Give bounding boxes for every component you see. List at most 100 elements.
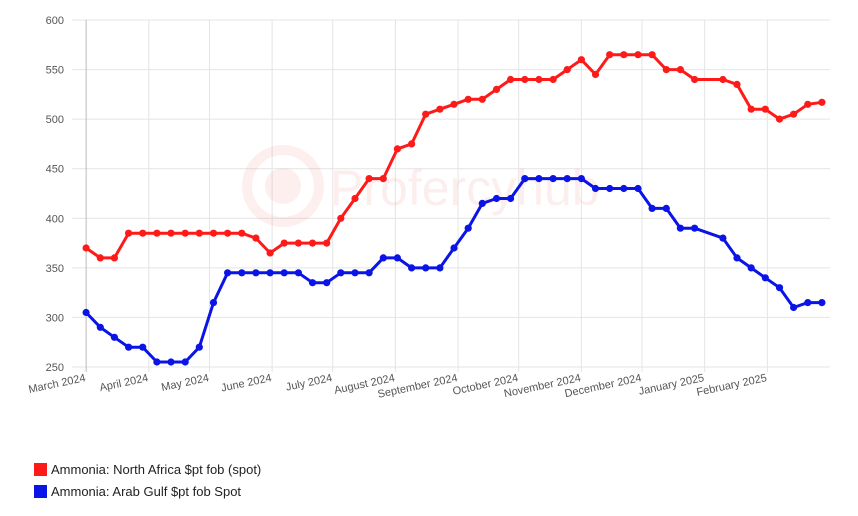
data-point[interactable] xyxy=(351,269,359,277)
data-point[interactable] xyxy=(761,105,769,113)
data-point[interactable] xyxy=(790,110,798,118)
data-point[interactable] xyxy=(280,269,288,277)
data-point[interactable] xyxy=(167,229,175,237)
data-point[interactable] xyxy=(96,323,104,331)
legend-item-arab-gulf[interactable]: Ammonia: Arab Gulf $pt fob Spot xyxy=(34,480,261,502)
data-point[interactable] xyxy=(308,279,317,287)
data-point[interactable] xyxy=(775,115,784,123)
data-point[interactable] xyxy=(577,175,586,183)
data-point[interactable] xyxy=(110,333,118,341)
data-point[interactable] xyxy=(733,254,741,262)
data-point[interactable] xyxy=(535,175,543,183)
data-point[interactable] xyxy=(577,56,586,64)
data-point[interactable] xyxy=(606,51,614,59)
data-point[interactable] xyxy=(634,51,642,59)
data-point[interactable] xyxy=(252,269,260,277)
data-point[interactable] xyxy=(818,299,826,307)
data-point[interactable] xyxy=(790,303,798,312)
data-point[interactable] xyxy=(507,194,515,203)
data-point[interactable] xyxy=(351,194,359,203)
data-point[interactable] xyxy=(181,358,189,366)
data-point[interactable] xyxy=(492,194,501,203)
data-point[interactable] xyxy=(747,105,755,113)
data-point[interactable] xyxy=(238,229,246,237)
data-point[interactable] xyxy=(521,175,529,183)
data-point[interactable] xyxy=(209,299,218,307)
data-point[interactable] xyxy=(167,358,175,366)
data-point[interactable] xyxy=(464,224,472,232)
data-point[interactable] xyxy=(691,75,699,84)
data-point[interactable] xyxy=(365,269,373,277)
data-point[interactable] xyxy=(563,175,571,183)
data-point[interactable] xyxy=(818,98,826,106)
data-point[interactable] xyxy=(478,95,486,103)
data-point[interactable] xyxy=(379,254,387,262)
data-point[interactable] xyxy=(238,269,246,277)
data-point[interactable] xyxy=(775,284,784,292)
data-point[interactable] xyxy=(139,229,147,237)
data-point[interactable] xyxy=(676,66,685,74)
data-point[interactable] xyxy=(280,239,288,247)
data-point[interactable] xyxy=(450,100,458,108)
data-point[interactable] xyxy=(563,66,571,74)
data-point[interactable] xyxy=(252,234,260,242)
data-point[interactable] xyxy=(82,244,90,252)
data-point[interactable] xyxy=(96,254,104,262)
data-point[interactable] xyxy=(606,184,614,193)
data-point[interactable] xyxy=(549,175,557,183)
data-point[interactable] xyxy=(323,239,331,247)
data-point[interactable] xyxy=(719,75,727,84)
data-point[interactable] xyxy=(153,229,161,237)
data-point[interactable] xyxy=(436,105,444,113)
data-point[interactable] xyxy=(393,254,401,262)
data-point[interactable] xyxy=(549,75,557,84)
data-point[interactable] xyxy=(620,51,628,59)
data-point[interactable] xyxy=(648,204,656,212)
data-point[interactable] xyxy=(662,66,670,74)
data-point[interactable] xyxy=(422,264,430,272)
data-point[interactable] xyxy=(82,308,90,317)
data-point[interactable] xyxy=(110,254,118,262)
data-point[interactable] xyxy=(224,229,232,237)
data-point[interactable] xyxy=(804,100,812,108)
data-point[interactable] xyxy=(507,75,515,84)
data-point[interactable] xyxy=(733,80,741,88)
data-point[interactable] xyxy=(422,110,430,118)
data-point[interactable] xyxy=(478,199,486,207)
data-point[interactable] xyxy=(492,85,501,93)
data-point[interactable] xyxy=(521,75,529,84)
data-point[interactable] xyxy=(464,95,472,103)
data-point[interactable] xyxy=(691,224,699,232)
data-point[interactable] xyxy=(181,229,189,237)
data-point[interactable] xyxy=(139,343,147,351)
data-point[interactable] xyxy=(337,214,345,222)
data-point[interactable] xyxy=(408,264,416,272)
data-point[interactable] xyxy=(804,299,812,307)
data-point[interactable] xyxy=(393,145,401,153)
data-point[interactable] xyxy=(591,184,600,193)
data-point[interactable] xyxy=(408,140,416,148)
data-point[interactable] xyxy=(266,269,274,277)
data-point[interactable] xyxy=(436,264,444,272)
data-point[interactable] xyxy=(676,224,685,232)
legend-item-north-africa[interactable]: Ammonia: North Africa $pt fob (spot) xyxy=(34,458,261,480)
data-point[interactable] xyxy=(308,239,317,247)
data-point[interactable] xyxy=(365,175,373,183)
data-point[interactable] xyxy=(450,244,458,252)
data-point[interactable] xyxy=(719,234,727,242)
data-point[interactable] xyxy=(195,343,203,351)
data-point[interactable] xyxy=(648,51,656,59)
data-point[interactable] xyxy=(195,229,203,237)
data-point[interactable] xyxy=(266,249,274,257)
data-point[interactable] xyxy=(323,279,331,287)
data-point[interactable] xyxy=(125,343,133,351)
data-point[interactable] xyxy=(153,358,161,366)
data-point[interactable] xyxy=(337,269,345,277)
data-point[interactable] xyxy=(379,175,387,183)
data-point[interactable] xyxy=(294,269,302,277)
data-point[interactable] xyxy=(591,70,600,79)
data-point[interactable] xyxy=(224,269,232,277)
data-point[interactable] xyxy=(662,204,670,212)
data-point[interactable] xyxy=(747,264,755,272)
data-point[interactable] xyxy=(634,184,642,193)
